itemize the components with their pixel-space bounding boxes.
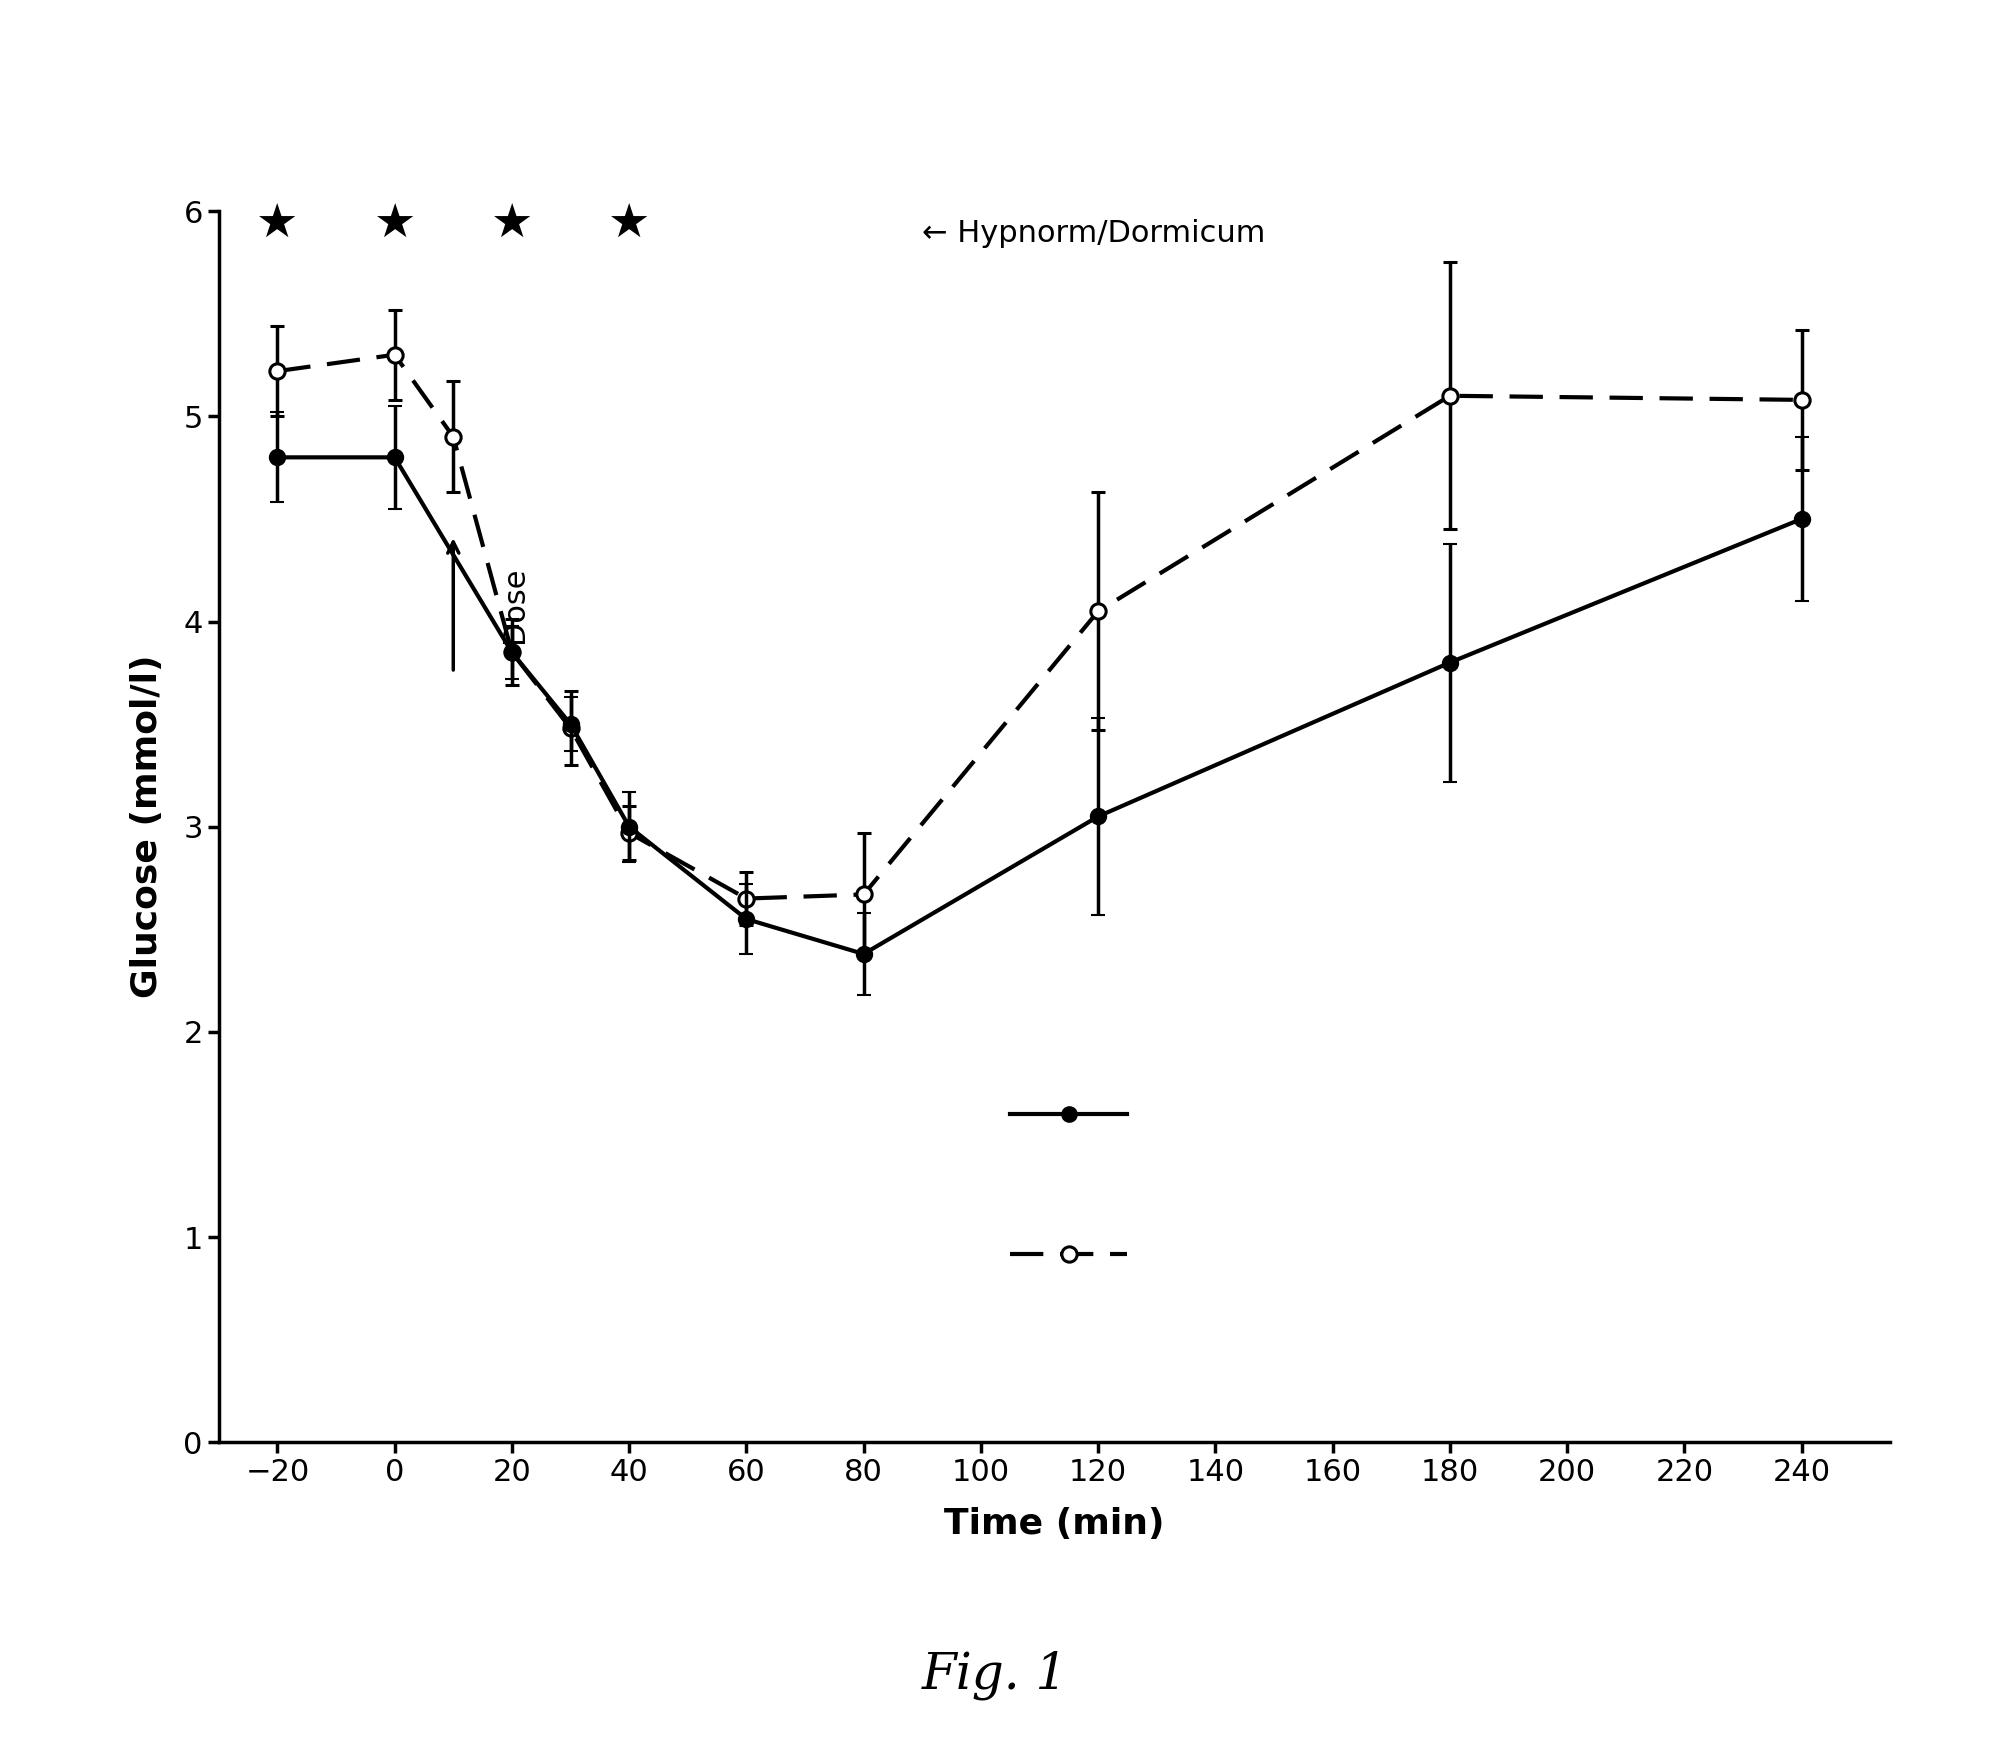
Text: Dose: Dose [499, 566, 529, 644]
Text: Fig. 1: Fig. 1 [921, 1650, 1068, 1701]
Text: ★: ★ [257, 202, 298, 248]
Text: ★: ★ [491, 202, 533, 248]
Text: ★: ★ [609, 202, 650, 248]
Text: ★: ★ [374, 202, 416, 248]
Y-axis label: Glucose (mmol/l): Glucose (mmol/l) [129, 654, 163, 999]
Text: ← Hypnorm/Dormicum: ← Hypnorm/Dormicum [923, 220, 1265, 248]
X-axis label: Time (min): Time (min) [945, 1507, 1164, 1541]
